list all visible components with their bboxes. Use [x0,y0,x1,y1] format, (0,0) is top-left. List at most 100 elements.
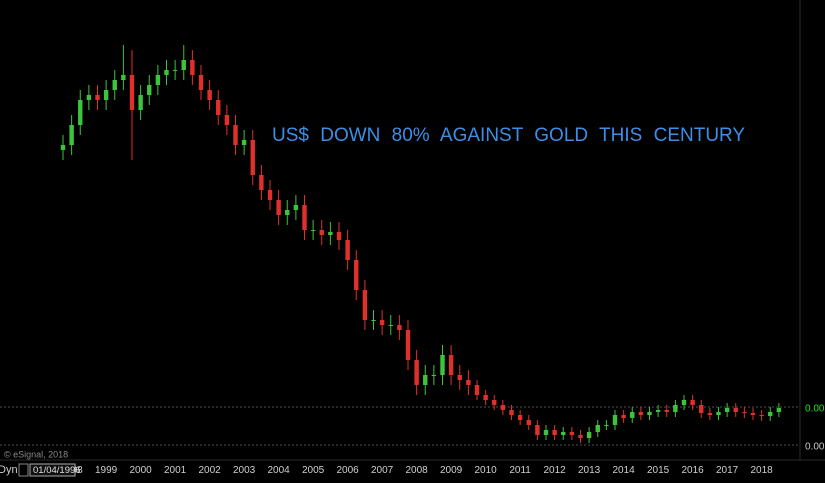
candle-body [414,360,419,385]
x-tick-label: 2003 [233,465,256,476]
x-tick-label: 2013 [578,465,601,476]
candle-body [190,60,195,75]
candle-body [569,432,575,435]
candle-body [595,425,600,432]
candle-body [630,412,635,418]
x-tick-label: 2002 [199,465,222,476]
candle-body [267,190,273,200]
candle-body [690,400,695,405]
candle-body [561,432,566,435]
symbol: Dyn [0,464,18,476]
candle-body [647,412,652,415]
candle-body [397,325,402,330]
candle-body [552,430,557,435]
candle-body [707,413,713,415]
candle-body [621,415,626,418]
candle-body [233,125,238,145]
icon[interactable] [18,463,29,477]
x-tick-label: 2010 [475,465,498,476]
candle-body [69,125,74,145]
x-tick-label: 2008 [406,465,429,476]
candle-body [241,140,247,145]
candle-body [716,412,721,415]
x-tick-label: 2015 [647,465,670,476]
x-tick-label: 1999 [95,465,118,476]
x-tick-label: 2016 [682,465,705,476]
x-tick-label: 2000 [130,465,153,476]
candle-body [302,205,307,230]
candle-body [655,410,661,412]
candle-body [440,355,445,375]
candle-body [285,210,290,215]
x-tick-label: 2012 [544,465,567,476]
candle-body [526,420,531,425]
candle-body [405,330,411,360]
candle-body [423,375,428,385]
candle-body [328,232,333,235]
candle-body [86,95,92,100]
date-box[interactable] [29,463,76,477]
candle-body [103,90,109,100]
candle-body [733,408,738,412]
candle-body [207,90,212,100]
candle-body [310,230,316,231]
candle-body [198,75,204,90]
start-date: 01/04/1996 [33,465,81,476]
candle-body [759,415,764,416]
x-tick-label: 2001 [164,465,187,476]
candle-body [354,260,359,290]
annotation: US$ DOWN 80% AGAINST GOLD THIS CENTURY [272,125,745,146]
candle-body [129,75,135,110]
candle-body [474,385,480,395]
x-tick-label: 2004 [268,465,291,476]
candle-body [768,412,773,416]
candle-body [95,95,100,100]
candle-body [543,430,549,435]
candle-body [362,290,368,320]
candle-body [379,320,385,325]
candle-body [483,395,488,400]
candle-body [586,432,592,438]
x-tick-label: 2006 [337,465,360,476]
candle-body [604,425,609,426]
candle-body [535,425,540,435]
x-tick-label: 2005 [302,465,325,476]
candle-body [336,232,342,240]
candle-body [517,415,523,420]
candle-body [500,405,506,410]
candle-body [164,70,169,75]
candle-body [776,408,782,412]
candle-body [112,80,117,90]
candle-body [276,200,281,215]
candle-body [448,355,454,375]
candle-body [345,240,350,260]
candle-body [172,70,178,71]
x-tick-label: 2009 [440,465,463,476]
candle-body [673,405,678,412]
candle-body [457,375,462,380]
candle-body [612,415,618,425]
candle-body [431,375,437,376]
candle-body [371,320,376,321]
candle-body [78,100,83,125]
candle-body [259,175,264,190]
candle-body [466,380,471,385]
candle-body [250,140,255,175]
candle-body [121,75,126,80]
x-tick-label: 2014 [613,465,636,476]
candle-body [699,405,704,413]
copyright: © eSignal, 2018 [4,449,68,459]
candle-body [492,400,497,405]
candle-body [681,400,687,405]
y-tick-label: 0.00 [805,442,825,453]
candle-body [138,95,143,110]
candle-body [60,145,66,150]
y-tick-label: 0.00 [805,404,825,415]
candle-body [750,413,756,415]
x-tick-label: 2018 [751,465,774,476]
candle-body [224,115,230,125]
candle-body [388,325,393,326]
